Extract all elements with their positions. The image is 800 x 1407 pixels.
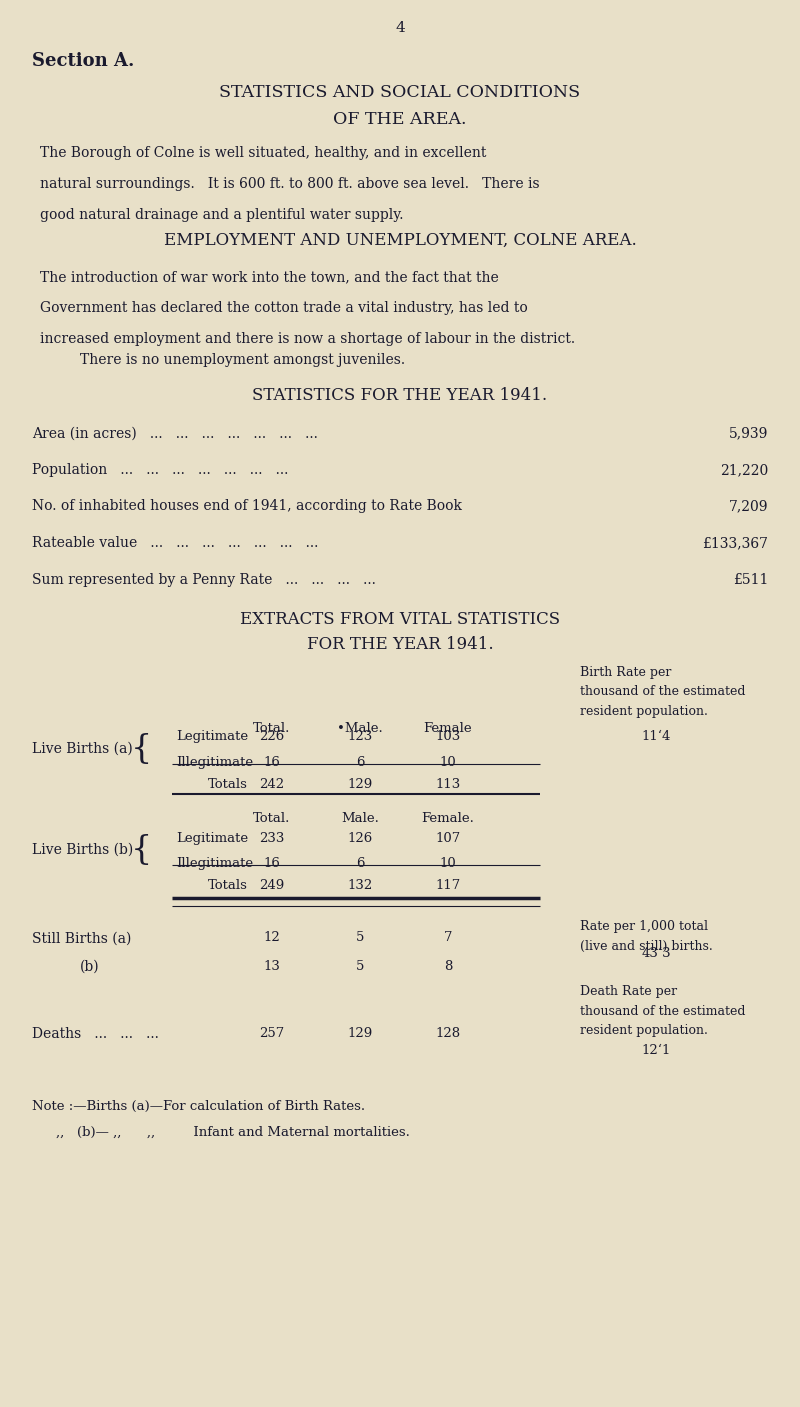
Text: Death Rate per: Death Rate per (580, 985, 677, 998)
Text: 242: 242 (259, 778, 285, 791)
Text: {: { (130, 733, 152, 764)
Text: 16: 16 (263, 756, 281, 768)
Text: Female.: Female. (422, 812, 474, 825)
Text: There is no unemployment amongst juveniles.: There is no unemployment amongst juvenil… (80, 353, 405, 367)
Text: 113: 113 (435, 778, 461, 791)
Text: £511: £511 (733, 573, 768, 587)
Text: 7: 7 (444, 931, 452, 944)
Text: thousand of the estimated: thousand of the estimated (580, 1005, 746, 1017)
Text: 103: 103 (435, 730, 461, 743)
Text: Sum represented by a Penny Rate   ...   ...   ...   ...: Sum represented by a Penny Rate ... ... … (32, 573, 376, 587)
Text: Illegitimate: Illegitimate (176, 857, 253, 870)
Text: Totals: Totals (208, 879, 248, 892)
Text: Totals: Totals (208, 778, 248, 791)
Text: 5,939: 5,939 (729, 426, 768, 440)
Text: FOR THE YEAR 1941.: FOR THE YEAR 1941. (306, 636, 494, 653)
Text: 126: 126 (347, 832, 373, 844)
Text: Government has declared the cotton trade a vital industry, has led to: Government has declared the cotton trade… (40, 301, 528, 315)
Text: Male.: Male. (341, 812, 379, 825)
Text: 257: 257 (259, 1027, 285, 1040)
Text: 8: 8 (444, 960, 452, 972)
Text: 233: 233 (259, 832, 285, 844)
Text: STATISTICS FOR THE YEAR 1941.: STATISTICS FOR THE YEAR 1941. (253, 387, 547, 404)
Text: resident population.: resident population. (580, 705, 708, 718)
Text: 107: 107 (435, 832, 461, 844)
Text: No. of inhabited houses end of 1941, according to Rate Book: No. of inhabited houses end of 1941, acc… (32, 499, 462, 514)
Text: Live Births (a): Live Births (a) (32, 741, 133, 756)
Text: Live Births (b): Live Births (b) (32, 843, 134, 857)
Text: Population   ...   ...   ...   ...   ...   ...   ...: Population ... ... ... ... ... ... ... (32, 463, 288, 477)
Text: good natural drainage and a plentiful water supply.: good natural drainage and a plentiful wa… (40, 208, 403, 222)
Text: Total.: Total. (254, 722, 290, 734)
Text: Still Births (a): Still Births (a) (32, 931, 131, 946)
Text: STATISTICS AND SOCIAL CONDITIONS: STATISTICS AND SOCIAL CONDITIONS (219, 84, 581, 101)
Text: 11‘4: 11‘4 (642, 730, 670, 743)
Text: Birth Rate per: Birth Rate per (580, 666, 671, 678)
Text: Area (in acres)   ...   ...   ...   ...   ...   ...   ...: Area (in acres) ... ... ... ... ... ... … (32, 426, 318, 440)
Text: 129: 129 (347, 1027, 373, 1040)
Text: •Male.: •Male. (337, 722, 383, 734)
Text: Rate per 1,000 total: Rate per 1,000 total (580, 920, 708, 933)
Text: (live and still) births.: (live and still) births. (580, 940, 713, 953)
Text: 43‘3: 43‘3 (641, 947, 671, 960)
Text: Illegitimate: Illegitimate (176, 756, 253, 768)
Text: 5: 5 (356, 931, 364, 944)
Text: 4: 4 (395, 21, 405, 35)
Text: EMPLOYMENT AND UNEMPLOYMENT, COLNE AREA.: EMPLOYMENT AND UNEMPLOYMENT, COLNE AREA. (164, 232, 636, 249)
Text: The Borough of Colne is well situated, healthy, and in excellent: The Borough of Colne is well situated, h… (40, 146, 486, 160)
Text: Rateable value   ...   ...   ...   ...   ...   ...   ...: Rateable value ... ... ... ... ... ... .… (32, 536, 318, 550)
Text: 249: 249 (259, 879, 285, 892)
Text: 12‘1: 12‘1 (642, 1044, 670, 1057)
Text: 7,209: 7,209 (729, 499, 768, 514)
Text: 128: 128 (435, 1027, 461, 1040)
Text: 13: 13 (263, 960, 281, 972)
Text: 6: 6 (356, 857, 364, 870)
Text: Female: Female (424, 722, 472, 734)
Text: Note :—Births (a)—For calculation of Birth Rates.: Note :—Births (a)—For calculation of Bir… (32, 1100, 365, 1113)
Text: 6: 6 (356, 756, 364, 768)
Text: 10: 10 (440, 756, 456, 768)
Text: resident population.: resident population. (580, 1024, 708, 1037)
Text: 226: 226 (259, 730, 285, 743)
Text: 117: 117 (435, 879, 461, 892)
Text: £133,367: £133,367 (702, 536, 768, 550)
Text: 10: 10 (440, 857, 456, 870)
Text: 5: 5 (356, 960, 364, 972)
Text: EXTRACTS FROM VITAL STATISTICS: EXTRACTS FROM VITAL STATISTICS (240, 611, 560, 628)
Text: Section A.: Section A. (32, 52, 134, 70)
Text: 21,220: 21,220 (720, 463, 768, 477)
Text: increased employment and there is now a shortage of labour in the district.: increased employment and there is now a … (40, 332, 575, 346)
Text: {: { (130, 834, 152, 865)
Text: 123: 123 (347, 730, 373, 743)
Text: Legitimate: Legitimate (176, 832, 248, 844)
Text: 129: 129 (347, 778, 373, 791)
Text: Legitimate: Legitimate (176, 730, 248, 743)
Text: OF THE AREA.: OF THE AREA. (334, 111, 466, 128)
Text: 16: 16 (263, 857, 281, 870)
Text: ,,   (b)— ,,      ,,         Infant and Maternal mortalities.: ,, (b)— ,, ,, Infant and Maternal mortal… (56, 1126, 410, 1138)
Text: thousand of the estimated: thousand of the estimated (580, 685, 746, 698)
Text: 12: 12 (264, 931, 280, 944)
Text: Total.: Total. (254, 812, 290, 825)
Text: The introduction of war work into the town, and the fact that the: The introduction of war work into the to… (40, 270, 498, 284)
Text: natural surroundings.   It is 600 ft. to 800 ft. above sea level.   There is: natural surroundings. It is 600 ft. to 8… (40, 177, 540, 191)
Text: Deaths   ...   ...   ...: Deaths ... ... ... (32, 1027, 159, 1041)
Text: (b): (b) (80, 960, 100, 974)
Text: 132: 132 (347, 879, 373, 892)
